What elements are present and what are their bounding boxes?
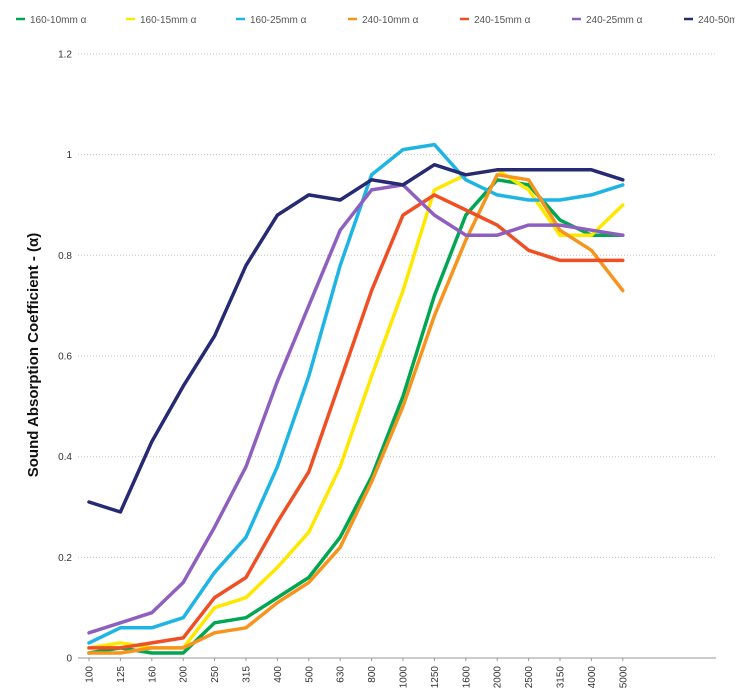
- y-tick-label: 1: [66, 150, 72, 161]
- series-line-240-15mm: [87, 193, 625, 650]
- x-tick-label: 250: [210, 666, 221, 683]
- chart-legend: 160-10mm α 160-15mm α 160-25mm α 240-10mm α…: [16, 15, 735, 26]
- x-tick-label: 3150: [556, 666, 567, 689]
- x-tick-label: 5000: [618, 666, 629, 689]
- legend-entry: 240-50mm α: [698, 15, 735, 26]
- x-axis-ticks: 100 125 160 200 250 315 400 500 630 800 1000 1250 16…: [85, 658, 629, 689]
- x-tick-label: 800: [367, 666, 378, 683]
- y-tick-label: 0.2: [58, 553, 72, 564]
- x-tick-label: 100: [85, 666, 96, 683]
- x-tick-label: 1600: [461, 666, 472, 689]
- x-tick-label: 630: [336, 666, 347, 683]
- x-tick-label: 400: [273, 666, 284, 683]
- y-tick-label: 0.8: [58, 251, 72, 262]
- legend-entry: 240-10mm α: [362, 15, 419, 26]
- y-tick-label: 0.4: [58, 452, 72, 463]
- y-tick-label: 0.6: [58, 352, 72, 363]
- x-tick-label: 500: [304, 666, 315, 683]
- chart-series: [87, 142, 625, 655]
- y-axis-label: Sound Absorption Coefficient - (α): [25, 233, 42, 477]
- legend-entry: 160-25mm α: [250, 15, 307, 26]
- y-tick-label: 0: [66, 654, 72, 665]
- x-tick-label: 160: [147, 666, 158, 683]
- x-tick-label: 125: [116, 666, 127, 683]
- x-tick-label: 1250: [430, 666, 441, 689]
- legend-entry: 240-15mm α: [474, 15, 531, 26]
- x-tick-label: 200: [179, 666, 190, 683]
- legend-entry: 240-25mm α: [586, 15, 643, 26]
- x-tick-label: 4000: [587, 666, 598, 689]
- series-line-240-25mm: [87, 183, 625, 635]
- series-line-240-50mm: [87, 162, 625, 514]
- y-tick-label: 1.2: [58, 50, 72, 61]
- series-line-240-10mm: [87, 173, 625, 655]
- x-tick-label: 2500: [524, 666, 535, 689]
- series-line-160-25mm: [87, 142, 625, 645]
- legend-entry: 160-10mm α: [30, 15, 87, 26]
- y-axis-ticks: 0 0.2 0.4 0.6 0.8 1 1.2: [58, 50, 72, 665]
- x-tick-label: 1000: [399, 666, 410, 689]
- x-tick-label: 315: [242, 666, 253, 683]
- x-tick-label: 2000: [493, 666, 504, 689]
- legend-entry: 160-15mm α: [140, 15, 197, 26]
